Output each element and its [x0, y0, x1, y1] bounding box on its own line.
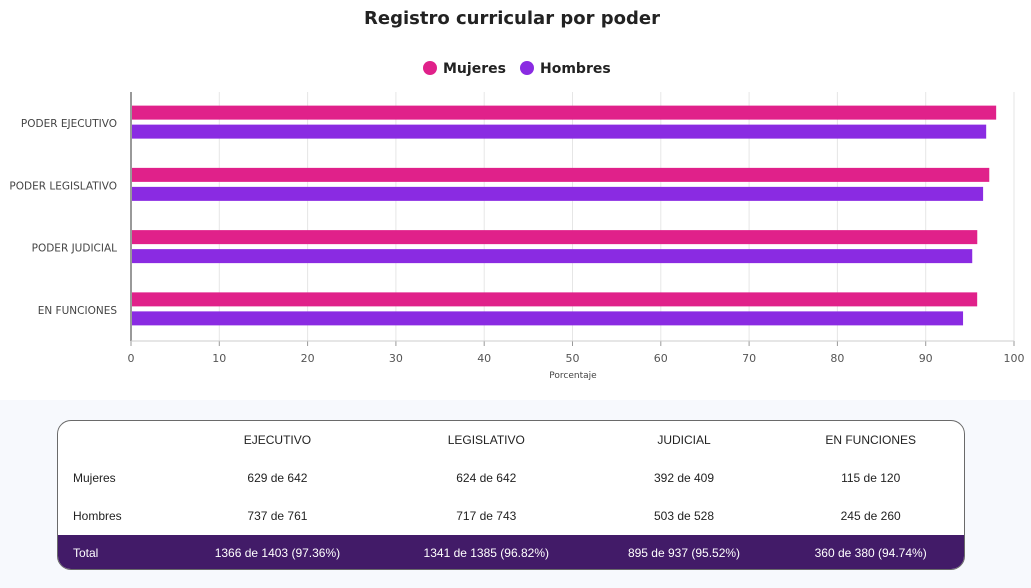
table-row-total: Total 1366 de 1403 (97.36%) 1341 de 1385…	[58, 535, 964, 569]
legend-label-hombres: Hombres	[540, 61, 611, 77]
category-label: PODER EJECUTIVO	[21, 118, 117, 130]
bar-mujeres	[132, 167, 990, 182]
row-label-total: Total	[58, 535, 173, 569]
bar-mujeres	[132, 230, 978, 245]
table-header-legislativo: LEGISLATIVO	[447, 433, 525, 447]
x-tick-label: 30	[389, 352, 403, 365]
table-header-row: EJECUTIVO LEGISLATIVO JUDICIAL EN FUNCIO…	[58, 421, 964, 459]
x-tick-label: 0	[128, 352, 135, 365]
table-cell: 245 de 260	[840, 509, 901, 523]
table-row-mujeres: Mujeres 629 de 642 624 de 642 392 de 409…	[58, 459, 964, 497]
summary-table-card: EJECUTIVO LEGISLATIVO JUDICIAL EN FUNCIO…	[57, 420, 965, 570]
table-cell: 624 de 642	[456, 471, 517, 485]
table-cell: 629 de 642	[247, 471, 308, 485]
table-cell: 503 de 528	[653, 509, 715, 523]
table-cell: 717 de 743	[456, 509, 517, 523]
row-label-mujeres: Mujeres	[73, 471, 116, 485]
chart-title: Registro curricular por poder	[364, 8, 660, 29]
table-cell-total: 1366 de 1403 (97.36%)	[173, 535, 382, 569]
x-axis-title: Porcentaje	[549, 371, 597, 381]
table-header-ejecutivo: EJECUTIVO	[243, 433, 312, 447]
x-tick-label: 10	[212, 352, 226, 365]
table-header-en-funciones: EN FUNCIONES	[825, 433, 916, 447]
table-header-corner	[58, 421, 173, 459]
table-cell-total: 1341 de 1385 (96.82%)	[381, 535, 591, 569]
bar-hombres	[132, 186, 984, 201]
table-header-judicial: JUDICIAL	[657, 433, 711, 447]
legend-marker-hombres	[520, 61, 534, 75]
bar-mujeres	[132, 105, 997, 120]
bar-hombres	[132, 124, 987, 139]
category-label: PODER JUDICIAL	[32, 243, 118, 255]
x-tick-label: 60	[654, 352, 668, 365]
category-label: EN FUNCIONES	[38, 305, 118, 317]
table-cell: 737 de 761	[247, 509, 308, 523]
bar-hombres	[132, 249, 973, 264]
legend-marker-mujeres	[423, 61, 437, 75]
x-tick-label: 20	[301, 352, 315, 365]
bar-hombres	[132, 311, 964, 326]
x-tick-label: 90	[919, 352, 933, 365]
bar-mujeres	[132, 292, 978, 307]
table-cell-total: 360 de 380 (94.74%)	[777, 535, 964, 569]
chart-area: Registro curricular por poder Mujeres Homb…	[9, 8, 1025, 381]
table-row-hombres: Hombres 737 de 761 717 de 743 503 de 528…	[58, 497, 964, 535]
table-cell: 115 de 120	[841, 471, 901, 485]
legend-label-mujeres: Mujeres	[443, 61, 506, 77]
x-tick-label: 100	[1004, 352, 1025, 365]
table-cell: 392 de 409	[653, 471, 715, 485]
x-tick-label: 80	[830, 352, 844, 365]
table-cell-total: 895 de 937 (95.52%)	[590, 535, 778, 569]
x-tick-label: 70	[742, 352, 756, 365]
x-tick-label: 50	[566, 352, 580, 365]
row-label-hombres: Hombres	[73, 509, 122, 523]
x-tick-label: 40	[477, 352, 491, 365]
category-label: PODER LEGISLATIVO	[9, 180, 117, 192]
summary-table: EJECUTIVO LEGISLATIVO JUDICIAL EN FUNCIO…	[58, 421, 964, 569]
bar-chart: Registro curricular por poder Mujeres Homb…	[9, 8, 1025, 381]
